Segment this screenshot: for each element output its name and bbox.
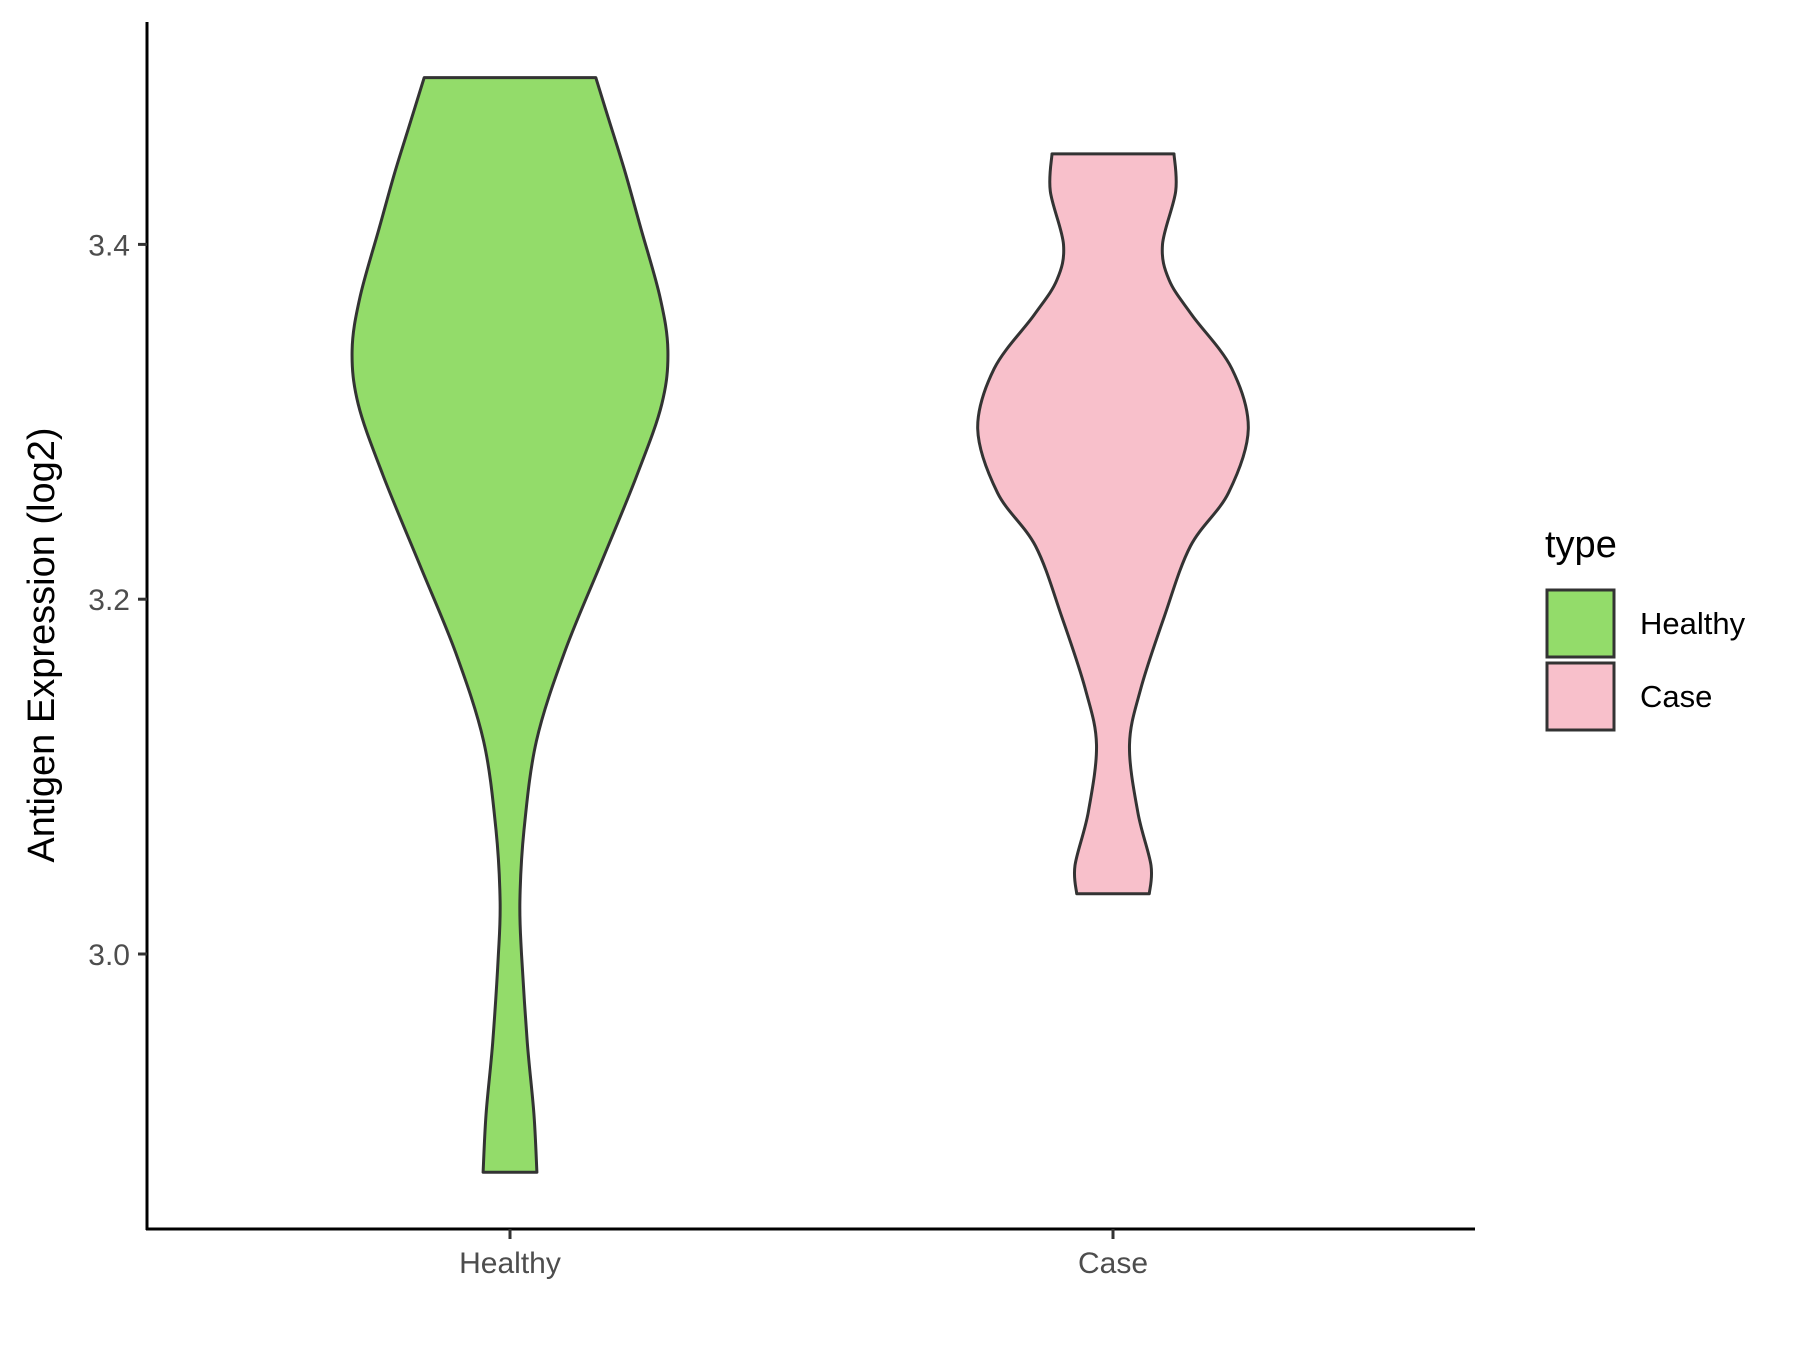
- legend-swatch-case: [1545, 661, 1616, 732]
- legend: type Healthy Case: [1545, 524, 1746, 732]
- y-tick-label: 3.4: [88, 229, 130, 262]
- violin-layer: [350, 76, 1250, 1174]
- y-axis-title: Antigen Expression (log2): [21, 427, 63, 862]
- legend-title: type: [1545, 524, 1617, 566]
- legend-label-case: Case: [1640, 679, 1712, 714]
- x-tick-label: Case: [1078, 1247, 1148, 1280]
- y-tick-label: 3.0: [88, 939, 130, 972]
- violin-case: [976, 152, 1250, 896]
- legend-label-healthy: Healthy: [1640, 606, 1746, 641]
- y-ticks: 3.0 3.2 3.4: [88, 229, 147, 972]
- violin-healthy: [350, 76, 670, 1174]
- legend-swatch-healthy: [1545, 588, 1616, 659]
- y-tick-label: 3.2: [88, 584, 130, 617]
- axes: [145, 22, 1475, 1231]
- x-tick-label: Healthy: [459, 1247, 561, 1280]
- x-ticks: Healthy Case: [459, 1229, 1148, 1280]
